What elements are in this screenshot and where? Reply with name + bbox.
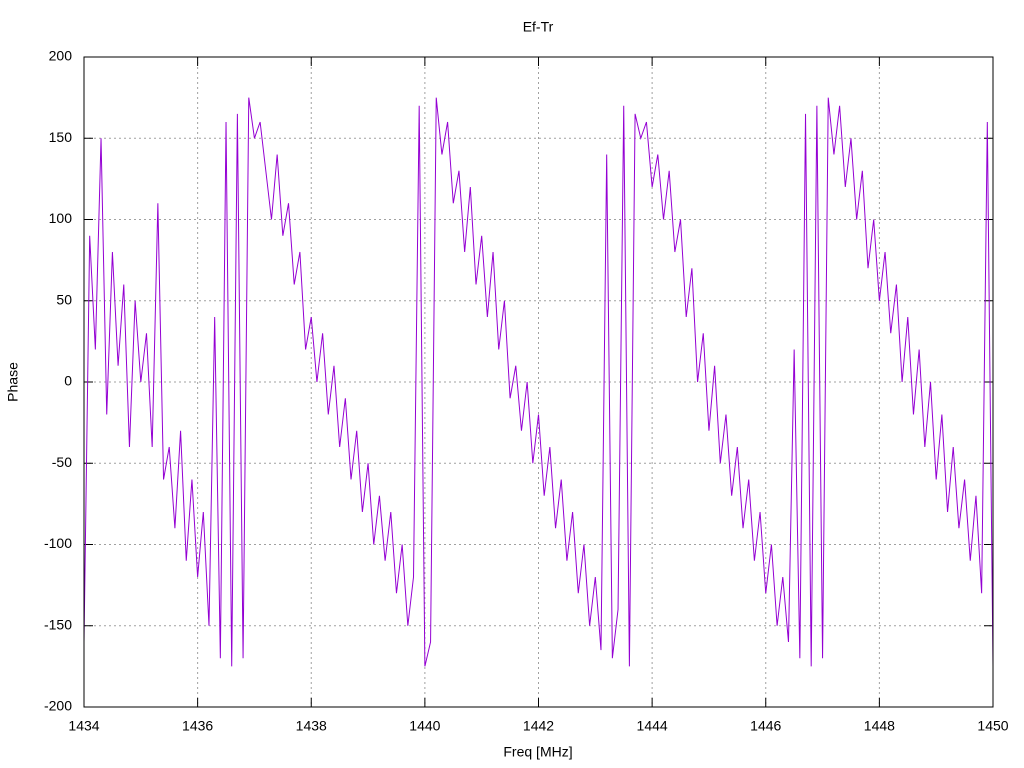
chart-title: Ef-Tr bbox=[523, 19, 554, 35]
y-tick-label: 200 bbox=[49, 48, 73, 64]
y-tick-label: -200 bbox=[44, 698, 72, 714]
x-tick-label: 1450 bbox=[977, 718, 1008, 734]
y-tick-label: 100 bbox=[49, 210, 73, 226]
x-tick-label: 1442 bbox=[523, 718, 554, 734]
data-line bbox=[83, 97, 994, 667]
x-tick-label: 1446 bbox=[750, 718, 781, 734]
y-tick-label: -100 bbox=[44, 535, 72, 551]
y-tick-label: 50 bbox=[56, 291, 72, 307]
y-tick-label: 150 bbox=[49, 129, 73, 145]
x-tick-label: 1444 bbox=[637, 718, 668, 734]
x-tick-label: 1434 bbox=[68, 718, 99, 734]
x-tick-label: 1440 bbox=[409, 718, 440, 734]
x-axis-label: Freq [MHz] bbox=[503, 744, 572, 760]
y-tick-label: -150 bbox=[44, 616, 72, 632]
y-axis-label: Phase bbox=[5, 362, 21, 402]
x-tick-label: 1436 bbox=[182, 718, 213, 734]
y-tick-label: -50 bbox=[52, 454, 72, 470]
x-tick-label: 1448 bbox=[864, 718, 895, 734]
x-tick-label: 1438 bbox=[296, 718, 327, 734]
plot-border bbox=[83, 56, 994, 708]
y-tick-label: 0 bbox=[64, 373, 72, 389]
